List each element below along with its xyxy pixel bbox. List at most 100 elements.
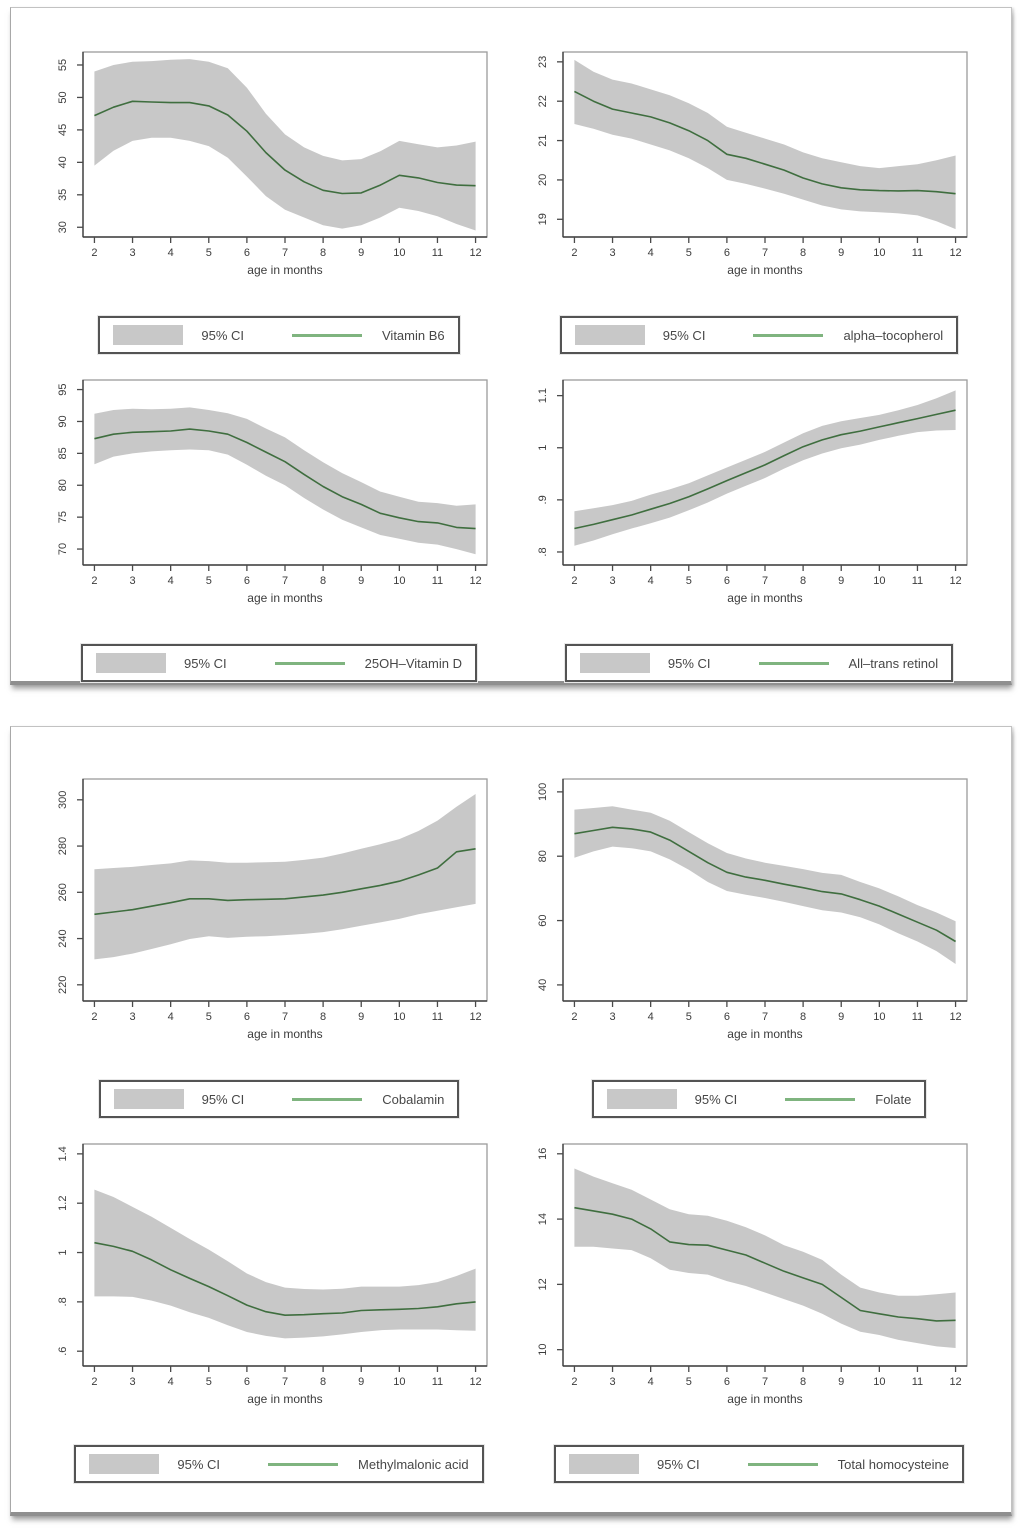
x-tick-label: 3 [609, 1376, 615, 1388]
plot-total-homocysteine: 10 12 14 16 2 3 4 5 6 7 8 9 10 11 12 age in months [537, 1143, 968, 1406]
series-label: All–trans retinol [848, 655, 939, 671]
ci-band-swatch [579, 653, 650, 673]
x-tick-label: 10 [873, 1011, 885, 1023]
y-tick-label: 60 [537, 914, 549, 926]
y-tick-label: 23 [537, 56, 549, 68]
x-tick-label: 4 [648, 1011, 654, 1023]
chart-alpha-tocopherol: 19 20 21 22 23 2 3 4 5 6 7 8 9 10 11 12 age in months 95… [519, 40, 999, 354]
y-tick-label: 100 [537, 783, 549, 801]
y-tick-label: 50 [57, 91, 69, 103]
series-line [574, 90, 956, 195]
x-tick-label: 7 [282, 247, 288, 259]
legend-all-trans-retinol: 95% CI All–trans retinol [564, 644, 954, 682]
x-tick-label: 8 [320, 575, 326, 587]
x-tick-label: 9 [838, 247, 844, 259]
x-tick-label: 11 [912, 1011, 923, 1023]
x-tick-label: 9 [358, 1011, 364, 1023]
series-label: Total homocysteine [837, 1456, 949, 1472]
x-tick-label: 9 [358, 575, 364, 587]
x-tick-label: 10 [393, 1376, 405, 1388]
y-tick-label: 30 [57, 221, 69, 233]
legend-folate: 95% CI Folate [591, 1080, 927, 1118]
chart-grid-1: 30 35 40 45 50 55 2 3 4 5 6 7 8 9 10 11 12 age in months … [11, 40, 1011, 682]
x-tick-label: 5 [206, 1376, 212, 1388]
x-tick-label: 12 [949, 1376, 961, 1388]
x-tick-label: 8 [800, 247, 806, 259]
x-tick-label: 8 [800, 1376, 806, 1388]
x-tick-label: 2 [91, 1376, 97, 1388]
ci-band-swatch [96, 653, 167, 673]
series-line [94, 100, 476, 195]
x-tick-label: 4 [168, 1376, 174, 1388]
x-tick-label: 7 [762, 1011, 768, 1023]
series-line [574, 1206, 956, 1322]
ci-label: 95% CI [201, 327, 244, 343]
series-line-sample [753, 333, 824, 337]
x-tick-label: 5 [686, 1376, 692, 1388]
chart-folate: 40 60 80 100 2 3 4 5 6 7 8 9 10 11 12 age in months 95%… [519, 767, 999, 1118]
series-line-sample [747, 1462, 818, 1466]
series-label: Vitamin B6 [382, 327, 445, 343]
x-tick-label: 8 [320, 247, 326, 259]
x-tick-label: 2 [91, 575, 97, 587]
x-tick-label: 7 [282, 1011, 288, 1023]
x-tick-label: 4 [648, 247, 654, 259]
plot-folate: 40 60 80 100 2 3 4 5 6 7 8 9 10 11 12 age in months [537, 778, 968, 1041]
ci-band [574, 59, 956, 230]
plot-methylmalonic-acid: .6 .8 1 1.2 1.4 2 3 4 5 6 7 8 9 10 11 12 age in months [57, 1143, 488, 1406]
y-tick-label: 220 [57, 976, 69, 994]
y-tick-label: 40 [57, 156, 69, 168]
x-tick-label: 9 [838, 1011, 844, 1023]
x-tick-label: 4 [648, 575, 654, 587]
chart-all-trans-retinol: .8 .9 1 1.1 2 3 4 5 6 7 8 9 10 11 12 age in months 95% … [519, 368, 999, 682]
x-tick-label: 5 [206, 1011, 212, 1023]
y-tick-label: .6 [57, 1347, 69, 1356]
x-tick-label: 3 [609, 575, 615, 587]
y-tick-label: 85 [57, 447, 69, 459]
y-tick-label: 1 [57, 1249, 69, 1255]
x-tick-label: 2 [91, 247, 97, 259]
x-tick-label: 2 [91, 1011, 97, 1023]
x-tick-label: 2 [571, 1011, 577, 1023]
series-label: Folate [875, 1091, 912, 1107]
y-tick-label: 1 [537, 445, 549, 451]
x-tick-label: 7 [762, 575, 768, 587]
x-axis-title: age in months [247, 1392, 322, 1406]
series-line-sample [292, 333, 362, 337]
series-label: 25OH–Vitamin D [364, 655, 462, 671]
x-tick-label: 6 [244, 1011, 250, 1023]
x-tick-label: 6 [724, 1376, 730, 1388]
series-line [94, 848, 476, 916]
ci-label: 95% CI [177, 1456, 221, 1472]
x-tick-label: 2 [571, 1376, 577, 1388]
series-line [94, 1241, 476, 1316]
x-tick-label: 6 [724, 247, 730, 259]
x-tick-label: 6 [724, 1011, 730, 1023]
x-tick-label: 8 [800, 1011, 806, 1023]
y-tick-label: 1.2 [57, 1196, 69, 1211]
x-tick-label: 8 [320, 1011, 326, 1023]
ci-band-swatch [113, 325, 184, 345]
x-tick-label: 11 [432, 575, 443, 587]
y-tick-label: 80 [57, 479, 69, 491]
plot-25oh-vitamin-d: 70 75 80 85 90 95 2 3 4 5 6 7 8 9 10 11 12 age in months [57, 379, 488, 605]
chart-grid-2: 220 240 260 280 300 2 3 4 5 6 7 8 9 10 11 12 age in mont… [11, 767, 1011, 1483]
y-tick-label: 280 [57, 837, 69, 855]
x-tick-label: 11 [432, 247, 443, 259]
series-line-sample [268, 1462, 339, 1466]
x-tick-label: 5 [686, 247, 692, 259]
x-tick-label: 3 [129, 1376, 135, 1388]
y-tick-label: 75 [57, 511, 69, 523]
series-line-sample [785, 1097, 856, 1101]
chart-25oh-vitamin-d: 70 75 80 85 90 95 2 3 4 5 6 7 8 9 10 11 12 age in months … [39, 368, 519, 682]
y-tick-label: 1.1 [537, 388, 549, 403]
series-line-sample [758, 661, 829, 665]
x-tick-label: 12 [949, 575, 961, 587]
x-tick-label: 4 [168, 1011, 174, 1023]
series-line-sample [274, 661, 345, 665]
x-tick-label: 9 [838, 575, 844, 587]
figure-panel-2: 220 240 260 280 300 2 3 4 5 6 7 8 9 10 11 12 age in mont… [10, 726, 1012, 1516]
y-tick-label: 35 [57, 189, 69, 201]
legend-cobalamin: 95% CI Cobalamin [98, 1080, 460, 1118]
x-tick-label: 10 [873, 247, 885, 259]
